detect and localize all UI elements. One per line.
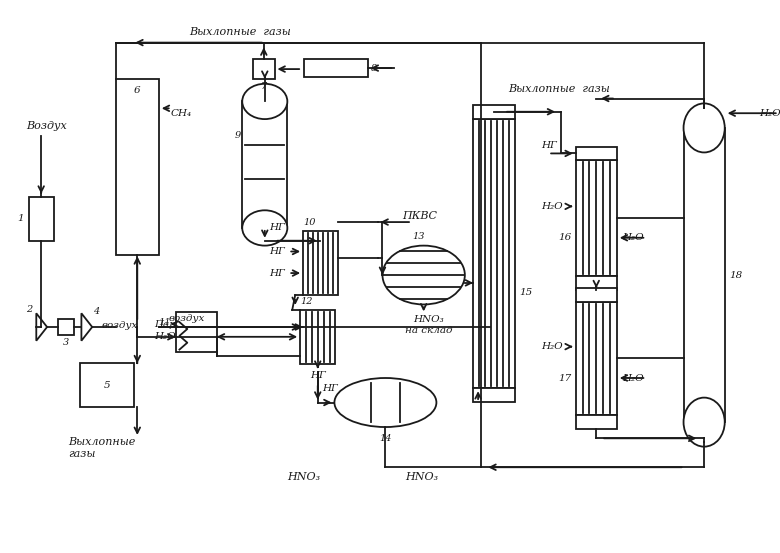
Text: 6: 6 <box>134 86 140 95</box>
Ellipse shape <box>683 398 725 447</box>
Text: 17: 17 <box>558 373 572 383</box>
Bar <box>176 312 217 352</box>
Bar <box>58 319 73 335</box>
Text: Воздух: Воздух <box>27 121 67 131</box>
Bar <box>576 288 617 302</box>
Text: Н₂О: Н₂О <box>154 332 176 341</box>
Text: 12: 12 <box>300 296 313 305</box>
Text: 14: 14 <box>379 434 392 444</box>
Bar <box>115 79 159 255</box>
Bar <box>576 160 617 276</box>
Text: 13: 13 <box>413 232 425 241</box>
Ellipse shape <box>243 210 287 246</box>
Bar <box>576 415 617 429</box>
Ellipse shape <box>243 84 287 119</box>
Text: 16: 16 <box>558 233 572 242</box>
Text: 3: 3 <box>62 338 69 347</box>
Text: НГ: НГ <box>270 269 285 278</box>
Bar <box>253 59 275 79</box>
Text: Выхлопные  газы: Выхлопные газы <box>190 27 291 37</box>
Text: 10: 10 <box>303 218 316 227</box>
Text: 4: 4 <box>93 307 99 316</box>
Ellipse shape <box>683 103 725 153</box>
Ellipse shape <box>382 246 465 305</box>
Bar <box>576 302 617 415</box>
Text: 9: 9 <box>234 131 240 140</box>
Bar <box>80 363 134 408</box>
Polygon shape <box>37 314 47 341</box>
Text: НГ: НГ <box>541 141 557 150</box>
Text: Н₂О: Н₂О <box>759 109 780 118</box>
Polygon shape <box>81 314 92 341</box>
Bar <box>683 128 725 422</box>
Text: 1: 1 <box>17 214 24 223</box>
Bar <box>576 276 617 290</box>
Text: 15: 15 <box>519 288 533 297</box>
Bar <box>304 59 367 77</box>
Text: ПКВС: ПКВС <box>402 211 437 221</box>
Text: Пар: Пар <box>154 320 176 328</box>
Text: воздух: воздух <box>102 321 138 330</box>
Bar <box>576 147 617 160</box>
Text: Выхлопные  газы: Выхлопные газы <box>508 84 610 93</box>
Text: 8: 8 <box>370 64 377 72</box>
Text: 11: 11 <box>158 317 171 327</box>
Text: Выхлопные: Выхлопные <box>69 437 136 447</box>
Bar <box>473 388 516 402</box>
Text: 2: 2 <box>27 305 33 314</box>
Bar <box>473 118 516 388</box>
Text: HNO₃: HNO₃ <box>413 315 444 324</box>
Text: на склад: на склад <box>405 326 452 336</box>
Bar <box>243 101 287 228</box>
Bar <box>30 196 54 241</box>
Text: HNO₃: HNO₃ <box>288 472 321 482</box>
Text: СН₄: СН₄ <box>171 109 192 118</box>
Text: газы: газы <box>69 448 96 458</box>
Text: Н₂О: Н₂О <box>541 342 563 351</box>
Bar <box>473 105 516 118</box>
Text: Н₂О: Н₂О <box>622 373 644 383</box>
Bar <box>300 310 335 364</box>
Text: НГ: НГ <box>269 223 285 232</box>
Text: Н₂О: Н₂О <box>622 233 644 242</box>
Text: воздух: воздух <box>168 314 205 323</box>
Text: НГ: НГ <box>310 371 326 380</box>
Text: НГ: НГ <box>323 384 339 393</box>
Bar <box>303 231 339 295</box>
Text: Н₂О: Н₂О <box>541 202 563 211</box>
Text: 5: 5 <box>104 381 111 390</box>
Text: 7: 7 <box>261 82 267 91</box>
Ellipse shape <box>335 378 437 427</box>
Text: HNO₃: HNO₃ <box>405 472 438 482</box>
Text: 18: 18 <box>729 270 743 279</box>
Text: НГ: НГ <box>270 247 285 256</box>
